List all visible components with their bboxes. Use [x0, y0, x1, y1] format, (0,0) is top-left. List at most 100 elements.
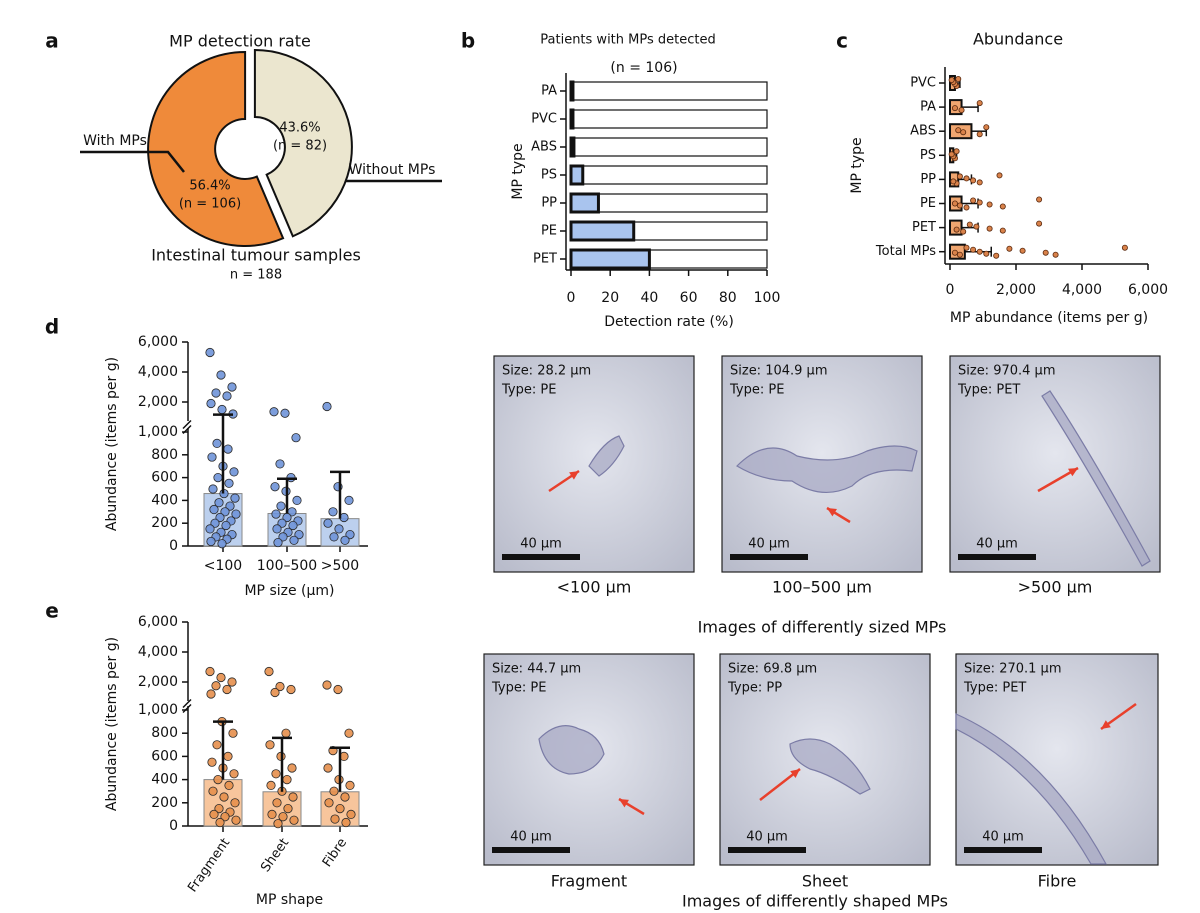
type-text: Type: PET [963, 681, 1026, 696]
y-tick-label: PA [920, 100, 936, 115]
sample-note: n = 188 [230, 268, 282, 283]
data-point [955, 76, 962, 83]
data-point [216, 672, 226, 683]
data-point [291, 433, 301, 443]
data-point [212, 438, 222, 448]
row-caption: Images of differently shaped MPs [682, 892, 948, 911]
data-point [223, 444, 233, 454]
data-point [225, 501, 235, 511]
data-point [267, 809, 277, 820]
pie-slice [147, 50, 285, 247]
bar [569, 136, 576, 158]
data-point [322, 401, 332, 412]
caption: Intestinal tumour samples [151, 246, 361, 265]
data-point [231, 815, 241, 825]
axis-break [182, 698, 192, 714]
x-tick-label: 0 [946, 282, 955, 298]
data-point [323, 518, 333, 528]
data-point [214, 498, 224, 508]
particle [955, 713, 1108, 865]
data-point [272, 524, 282, 534]
arrow-head [790, 769, 800, 778]
data-point [212, 740, 222, 750]
data-point [956, 202, 963, 209]
data-point [278, 812, 288, 822]
bar-background [570, 109, 768, 129]
data-point [948, 151, 955, 158]
data-point [953, 148, 960, 155]
y-tick-label: ABS [531, 140, 557, 155]
data-point [280, 408, 290, 418]
image-label: Fibre [1038, 872, 1077, 891]
x-tick-label: 4,000 [1062, 282, 1102, 298]
data-point [214, 803, 224, 814]
chart-title: MP detection rate [169, 32, 311, 51]
data-point [269, 407, 279, 417]
bar [569, 164, 585, 186]
data-point [956, 173, 963, 180]
y-tick-label: PS [541, 168, 557, 183]
data-point [948, 77, 955, 84]
data-point [228, 728, 238, 738]
bar [569, 248, 651, 270]
data-point [333, 684, 343, 695]
data-point [207, 757, 217, 767]
data-point [996, 172, 1003, 179]
x-axis-label: MP shape [256, 892, 323, 908]
leader-line [80, 150, 185, 173]
bar [569, 192, 600, 214]
x-axis-label: Detection rate (%) [604, 314, 734, 330]
data-point [294, 529, 304, 540]
data-point [346, 809, 356, 820]
data-point [340, 535, 350, 545]
x-tick-label: 60 [680, 290, 698, 306]
data-point [264, 666, 274, 677]
data-point [217, 539, 227, 549]
slice-label: Without MPs [349, 162, 436, 178]
data-point [229, 467, 239, 477]
x-axis-label: MP abundance (items per g) [950, 310, 1148, 326]
data-point [999, 227, 1006, 234]
scale-text: 40 µm [746, 830, 788, 845]
y-tick-label: 600 [151, 470, 178, 486]
data-point [330, 814, 340, 824]
size-text: Size: 69.8 µm [728, 662, 817, 677]
scale-bar [730, 554, 808, 560]
data-point [323, 763, 333, 773]
data-point [230, 798, 240, 808]
scale-text: 40 µm [982, 830, 1024, 845]
data-point [273, 537, 283, 548]
data-point [999, 203, 1006, 210]
image-label: Fragment [551, 872, 627, 891]
size-text: Size: 28.2 µm [502, 364, 591, 379]
data-point [224, 478, 234, 488]
x-tick-label: 100–500 [257, 558, 317, 574]
data-point [973, 223, 980, 230]
particle [588, 435, 625, 477]
data-point [216, 370, 226, 380]
chart-title: Abundance [973, 30, 1063, 49]
data-point [208, 786, 218, 796]
panel-letter: e [45, 599, 59, 623]
data-point [1052, 251, 1059, 258]
y-tick-label: ABS [910, 124, 936, 139]
data-point [983, 250, 990, 257]
data-point [951, 249, 958, 256]
data-point [217, 404, 227, 415]
row-caption: Images of differently sized MPs [698, 618, 947, 637]
bar-background [570, 165, 768, 185]
y-tick-label: PVC [910, 76, 936, 91]
type-text: Type: PE [491, 681, 546, 696]
data-point [288, 792, 298, 802]
y-axis-label: Abundance (items per g) [104, 357, 120, 531]
data-point [1121, 244, 1128, 251]
y-tick-label: PP [541, 196, 557, 211]
y-tick-label: PA [541, 84, 557, 99]
data-point [207, 452, 217, 462]
panel-letter: b [461, 29, 475, 53]
y-tick-label: 4,000 [138, 644, 178, 660]
data-point [213, 472, 223, 483]
size-text: Size: 44.7 µm [492, 662, 581, 677]
y-tick-label: PET [533, 252, 557, 267]
